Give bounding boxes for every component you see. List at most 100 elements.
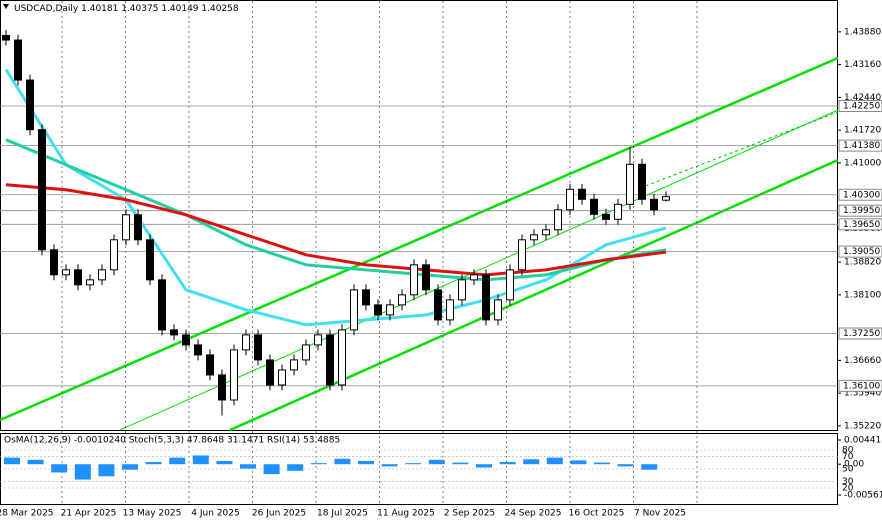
osma-bar <box>27 459 44 465</box>
x-tick-label: 16 Oct 2025 <box>569 509 625 519</box>
candle-body <box>362 289 370 306</box>
candle-body <box>122 214 130 241</box>
candle-body <box>242 334 250 351</box>
candle-body <box>350 289 358 331</box>
candle-body <box>38 129 46 251</box>
candle-body <box>542 229 550 236</box>
y-tick-label: 1.42440 <box>844 93 881 103</box>
osma-bar <box>4 457 20 465</box>
candle-body <box>194 344 202 356</box>
osma-bar <box>594 462 610 465</box>
osma-bar <box>192 455 209 465</box>
candle-body <box>578 188 586 200</box>
channel-mid <box>119 109 839 431</box>
osma-bar <box>381 464 398 467</box>
moving-average <box>5 183 667 277</box>
x-tick-label: 24 Sep 2025 <box>504 509 561 519</box>
y-tick-label: 1.41720 <box>844 126 881 136</box>
y-tick-label: 1.38100 <box>844 290 881 300</box>
osma-bar <box>310 463 327 465</box>
y-tick-label: 1.43160 <box>844 60 881 70</box>
osma-bar <box>334 458 351 465</box>
header: USDCAD,Daily 1.40181 1.40375 1.40149 1.4… <box>14 4 239 14</box>
candle-body <box>110 239 118 271</box>
level-label: 1.39950 <box>843 206 880 216</box>
osma-bar <box>617 464 634 467</box>
moving-average <box>5 138 667 282</box>
level-box <box>838 204 882 217</box>
candle-body <box>230 349 238 401</box>
candle-body <box>602 213 610 220</box>
candle-body <box>530 234 538 241</box>
candle-body <box>326 334 334 386</box>
candle-body <box>638 163 646 200</box>
candle-body <box>266 359 274 386</box>
header-icon <box>3 4 9 9</box>
level-label: 1.37250 <box>843 329 880 339</box>
channel-extension <box>639 111 839 189</box>
candle-body <box>470 274 478 281</box>
osma-bar <box>570 460 587 465</box>
level-box <box>838 188 882 201</box>
candle-body <box>134 214 142 241</box>
x-tick-label: 2 Sep 2025 <box>444 509 495 519</box>
candle-body <box>50 249 58 276</box>
candle-body <box>302 344 310 361</box>
osma-bar <box>405 463 422 465</box>
moving-average <box>4 68 667 327</box>
candle-body <box>2 34 10 41</box>
candle-body <box>62 269 70 276</box>
candle-body <box>398 294 406 306</box>
level-box <box>838 245 882 258</box>
level-label: 1.39050 <box>843 247 880 257</box>
osma-bar <box>546 457 563 465</box>
candle-body <box>290 359 298 371</box>
osma-bar <box>51 464 68 473</box>
candle-body <box>650 198 658 211</box>
candle-body <box>254 334 262 361</box>
candle-body <box>86 279 94 286</box>
candle-body <box>422 264 430 291</box>
candle-body <box>146 239 154 281</box>
candle-body <box>26 79 34 131</box>
level-label: 1.41380 <box>843 141 880 151</box>
rsi-tick-label: 30 <box>842 477 854 487</box>
x-tick-label: 11 Aug 2025 <box>377 509 435 519</box>
candle-body <box>314 334 322 346</box>
candle-body <box>566 188 574 211</box>
y-tick-label: 1.35940 <box>844 389 881 399</box>
level-label: 1.39650 <box>843 220 880 230</box>
osma-bar <box>287 464 304 471</box>
candle-body <box>614 203 622 220</box>
candle-body <box>482 274 490 321</box>
osma-bar <box>122 464 138 470</box>
osma-bar <box>452 462 469 465</box>
level-box <box>838 218 882 231</box>
candle-body <box>494 299 502 321</box>
candle-body <box>434 289 442 321</box>
candle-body <box>554 209 562 231</box>
level-label: 1.40300 <box>843 190 880 200</box>
candle-body <box>446 299 454 321</box>
rsi-tick-label: 80 <box>842 446 854 456</box>
indicator-label: OsMA(12,26,9) -0.0010240 Stoch(5,3,3) 47… <box>4 436 340 446</box>
level-box <box>838 379 882 392</box>
level-box <box>838 327 882 340</box>
level-box <box>838 139 882 152</box>
candle-body <box>170 329 178 336</box>
candle-body <box>626 163 634 205</box>
candle-body <box>518 239 526 271</box>
x-tick-label: 7 Nov 2025 <box>634 509 686 519</box>
x-tick-label: 13 May 2025 <box>123 509 182 519</box>
level-label: 1.42250 <box>843 102 880 112</box>
candle-body <box>506 269 514 301</box>
level-box <box>838 100 882 113</box>
osma-bar <box>263 464 280 475</box>
y-tick-label: 1.38820 <box>844 258 881 268</box>
candle-body <box>182 334 190 346</box>
y-tick-label: 1.43880 <box>844 27 881 37</box>
osma-bar <box>169 457 186 465</box>
osma-bar <box>145 462 162 465</box>
candle-body <box>374 304 382 316</box>
main-frame <box>0 0 838 431</box>
